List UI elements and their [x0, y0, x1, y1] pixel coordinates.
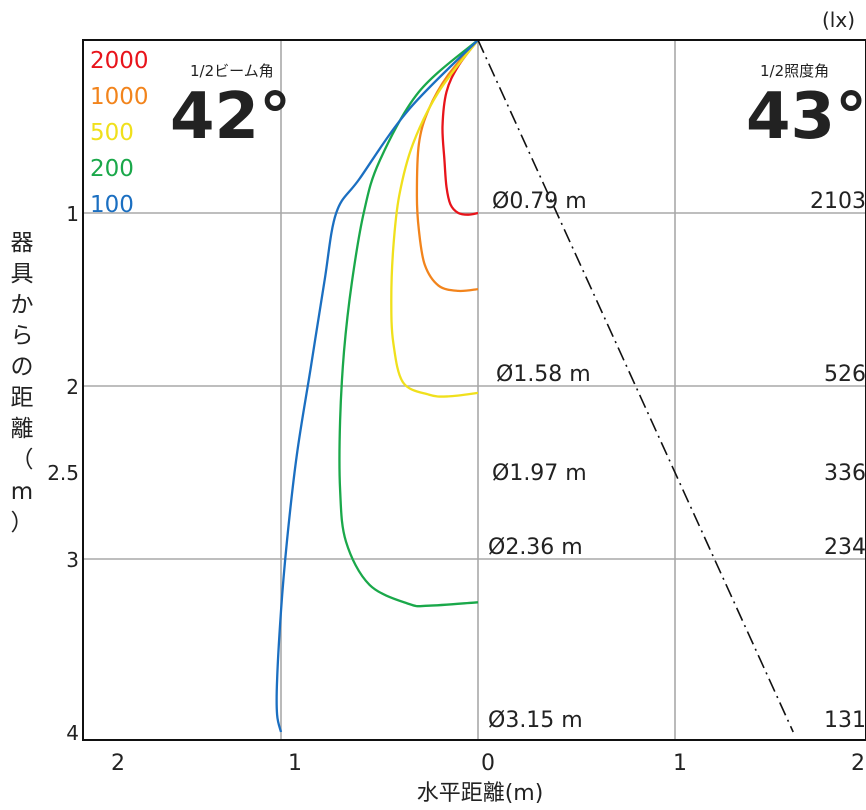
- y-tick-label: 2.5: [47, 461, 79, 485]
- x-tick-label: 1: [673, 751, 687, 776]
- half-beam-angle-label: 1/2ビーム角: [190, 62, 274, 80]
- y-axis-label-char: ）: [11, 510, 34, 536]
- half-illuminance-angle-value: 43°: [746, 80, 866, 154]
- lux-value-label: 526: [824, 362, 866, 387]
- y-axis-label-char: の: [11, 354, 34, 380]
- y-axis-label-char: 離: [11, 416, 34, 442]
- x-axis-label: 水平距離(m): [417, 781, 544, 806]
- y-axis-ticks: 1 2 2.5 3 4: [47, 202, 79, 745]
- y-axis-label-char: 器: [11, 230, 34, 256]
- y-axis-label-char: 具: [11, 261, 34, 287]
- half-illuminance-angle-label: 1/2照度角: [760, 62, 829, 80]
- y-tick-label: 1: [66, 202, 79, 226]
- y-tick-label: 2: [66, 375, 79, 399]
- y-axis-label-char: （: [11, 447, 34, 473]
- y-axis-label-char: 距: [11, 385, 34, 411]
- beam-diameter-label: Ø3.15 m: [488, 708, 583, 733]
- x-tick-label: 2: [851, 751, 865, 776]
- x-tick-label: 1: [288, 751, 302, 776]
- legend-item-2000: 2000: [90, 48, 149, 74]
- legend-item-1000: 1000: [90, 84, 149, 110]
- legend-item-100: 100: [90, 192, 134, 218]
- lux-value-label: 131: [824, 708, 866, 733]
- legend-item-200: 200: [90, 156, 134, 182]
- x-tick-label: 2: [111, 751, 125, 776]
- beam-edge-line: [477, 39, 794, 733]
- plot-frame: [82, 39, 866, 741]
- y-axis-label-char: m: [11, 479, 33, 505]
- legend: 2000 1000 500 200 100: [90, 48, 149, 218]
- half-beam-angle-value: 42°: [170, 80, 291, 154]
- y-tick-label: 3: [66, 548, 79, 572]
- lux-value-label: 336: [824, 461, 866, 486]
- unit-label: (lx): [822, 8, 855, 32]
- legend-item-500: 500: [90, 120, 134, 146]
- y-tick-label: 4: [66, 721, 79, 745]
- beam-diameter-label: Ø1.97 m: [492, 461, 587, 486]
- curve-200: [338, 39, 479, 608]
- x-tick-label: 0: [481, 751, 495, 776]
- curve-500: [390, 39, 479, 398]
- beam-diameter-label: Ø0.79 m: [492, 189, 587, 214]
- y-axis-label-char: か: [11, 292, 34, 318]
- curve-100: [275, 39, 479, 733]
- lux-value-label: 2103: [810, 189, 866, 214]
- x-axis-ticks: 2 1 0 1 2: [111, 751, 865, 776]
- beam-annotations: Ø0.79 m 2103 Ø1.58 m 526 Ø1.97 m 336 Ø2.36 m 23…: [488, 189, 866, 733]
- lux-value-label: 234: [824, 535, 866, 560]
- y-axis-label-char: ら: [11, 323, 34, 349]
- beam-diameter-label: Ø1.58 m: [496, 362, 591, 387]
- curve-2000: [441, 39, 479, 216]
- illuminance-curves: [275, 39, 479, 733]
- beam-diameter-label: Ø2.36 m: [488, 535, 583, 560]
